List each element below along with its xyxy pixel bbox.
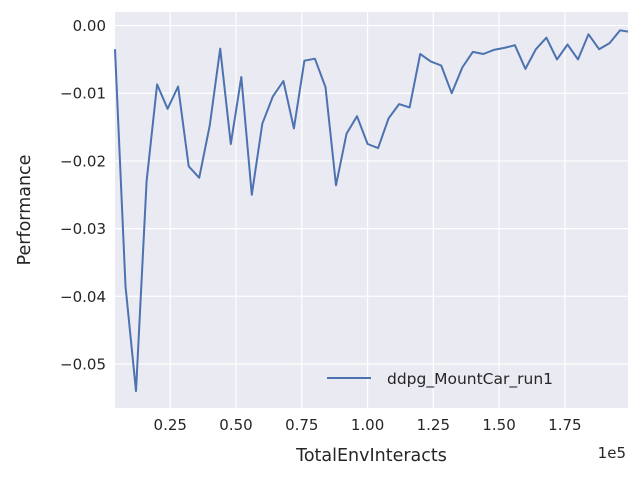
y-tick-label: −0.04: [60, 288, 106, 306]
x-axis-offset-label: 1e5: [598, 444, 626, 462]
x-tick-label: 1.25: [417, 416, 450, 434]
x-tick-label: 1.00: [351, 416, 384, 434]
tick-labels: 0.25 0.50 0.75 1.00 1.25 1.50 1.75 0.00 −0.01 −0.…: [60, 17, 582, 434]
x-axis-label: TotalEnvInteracts: [295, 446, 447, 466]
plot-background: [115, 12, 628, 408]
y-tick-label: 0.00: [73, 17, 106, 35]
x-tick-label: 0.25: [154, 416, 187, 434]
legend: ddpg_MountCar_run1: [327, 370, 553, 389]
x-tick-label: 1.75: [548, 416, 581, 434]
y-tick-label: −0.05: [60, 356, 106, 374]
x-tick-label: 0.50: [219, 416, 252, 434]
y-tick-label: −0.02: [60, 152, 106, 170]
x-tick-label: 1.50: [482, 416, 515, 434]
series-layer: [114, 29, 629, 393]
y-tick-label: −0.01: [60, 85, 106, 103]
y-tick-label: −0.03: [60, 220, 106, 238]
series-line: [114, 29, 629, 393]
x-tick-label: 0.75: [285, 416, 318, 434]
y-axis-label: Performance: [15, 155, 35, 266]
legend-label: ddpg_MountCar_run1: [387, 370, 553, 389]
